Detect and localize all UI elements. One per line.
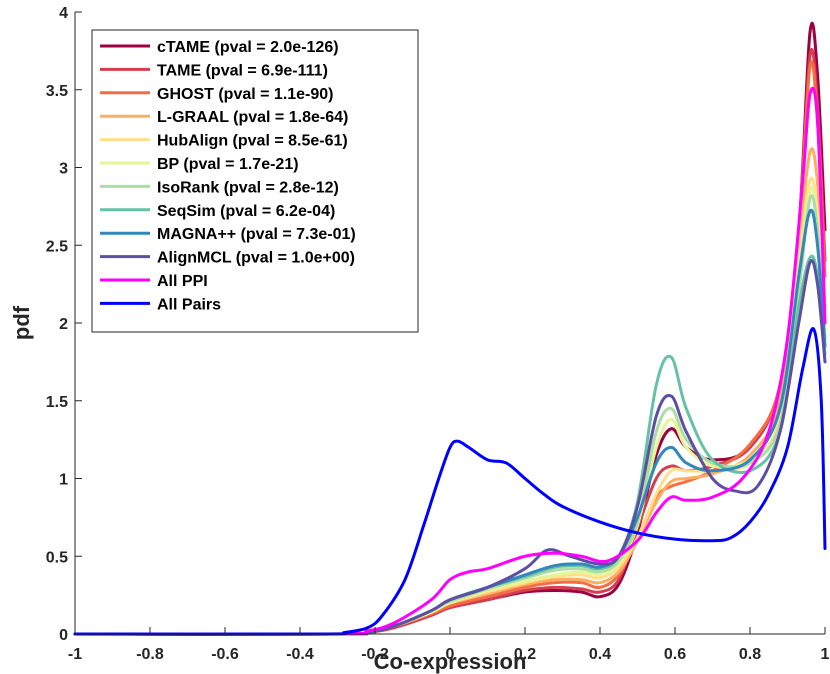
- x-tick-label: 0.6: [664, 646, 686, 663]
- series-line-alignmcl: [73, 259, 827, 636]
- legend-label-ghost: GHOST (pval = 1.1e-90): [157, 86, 334, 103]
- x-tick-label: 0.4: [589, 646, 611, 663]
- legend-label-isorank: IsoRank (pval = 2.8e-12): [157, 179, 339, 196]
- legend-label-magna: MAGNA++ (pval = 7.3e-01): [157, 226, 356, 243]
- x-tick-label: -0.8: [136, 646, 164, 663]
- x-tick-label: -1: [68, 646, 82, 663]
- x-tick-label: -0.6: [211, 646, 239, 663]
- legend-label-ctame: cTAME (pval = 2.0e-126): [157, 39, 339, 56]
- y-tick-label: 3.5: [46, 83, 68, 100]
- axes-layer: -1 -0.8 -0.6 -0.4 -0.2 0 0.2 0.4 0.6 0.8 1 0 0.5 1 1.5…: [46, 5, 830, 663]
- series-layer: [73, 21, 827, 636]
- legend-box: [91, 29, 419, 333]
- series-line-all-pairs: [73, 327, 827, 636]
- legend-label-l-graal: L-GRAAL (pval = 1.8e-64): [157, 109, 348, 126]
- legend-label-all-ppi: All PPI: [157, 273, 208, 290]
- legend-label-alignmcl: AlignMCL (pval = 1.0e+00): [157, 250, 355, 267]
- y-tick-label: 2.5: [46, 238, 68, 255]
- legend-label-hubalign: HubAlign (pval = 8.5e-61): [157, 133, 348, 150]
- legend: cTAME (pval = 2.0e-126) TAME (pval = 6.9e…: [91, 29, 419, 333]
- legend-label-seqsim: SeqSim (pval = 6.2e-04): [157, 203, 335, 220]
- y-tick-label: 0: [59, 627, 68, 644]
- series-line-all-ppi: [73, 86, 827, 636]
- legend-label-bp: BP (pval = 1.7e-21): [157, 156, 299, 173]
- y-tick-label: 4: [59, 5, 68, 22]
- y-tick-label: 2: [59, 316, 68, 333]
- x-tick-label: 0: [446, 646, 455, 663]
- legend-label-all-pairs: All Pairs: [157, 296, 221, 313]
- y-tick-label: 3: [59, 161, 68, 178]
- y-tick-label: 1.5: [46, 394, 68, 411]
- x-tick-label: 0.8: [739, 646, 761, 663]
- x-tick-label: 0.2: [514, 646, 536, 663]
- y-axis-title: pdf: [9, 305, 34, 340]
- y-tick-label: 0.5: [46, 549, 68, 566]
- x-tick-label: -0.2: [361, 646, 389, 663]
- y-tick-label: 1: [59, 472, 68, 489]
- legend-label-tame: TAME (pval = 6.9e-111): [157, 62, 328, 79]
- x-axis-title: Co-expression: [374, 649, 527, 674]
- x-tick-label: 1: [821, 646, 830, 663]
- x-tick-label: -0.4: [286, 646, 314, 663]
